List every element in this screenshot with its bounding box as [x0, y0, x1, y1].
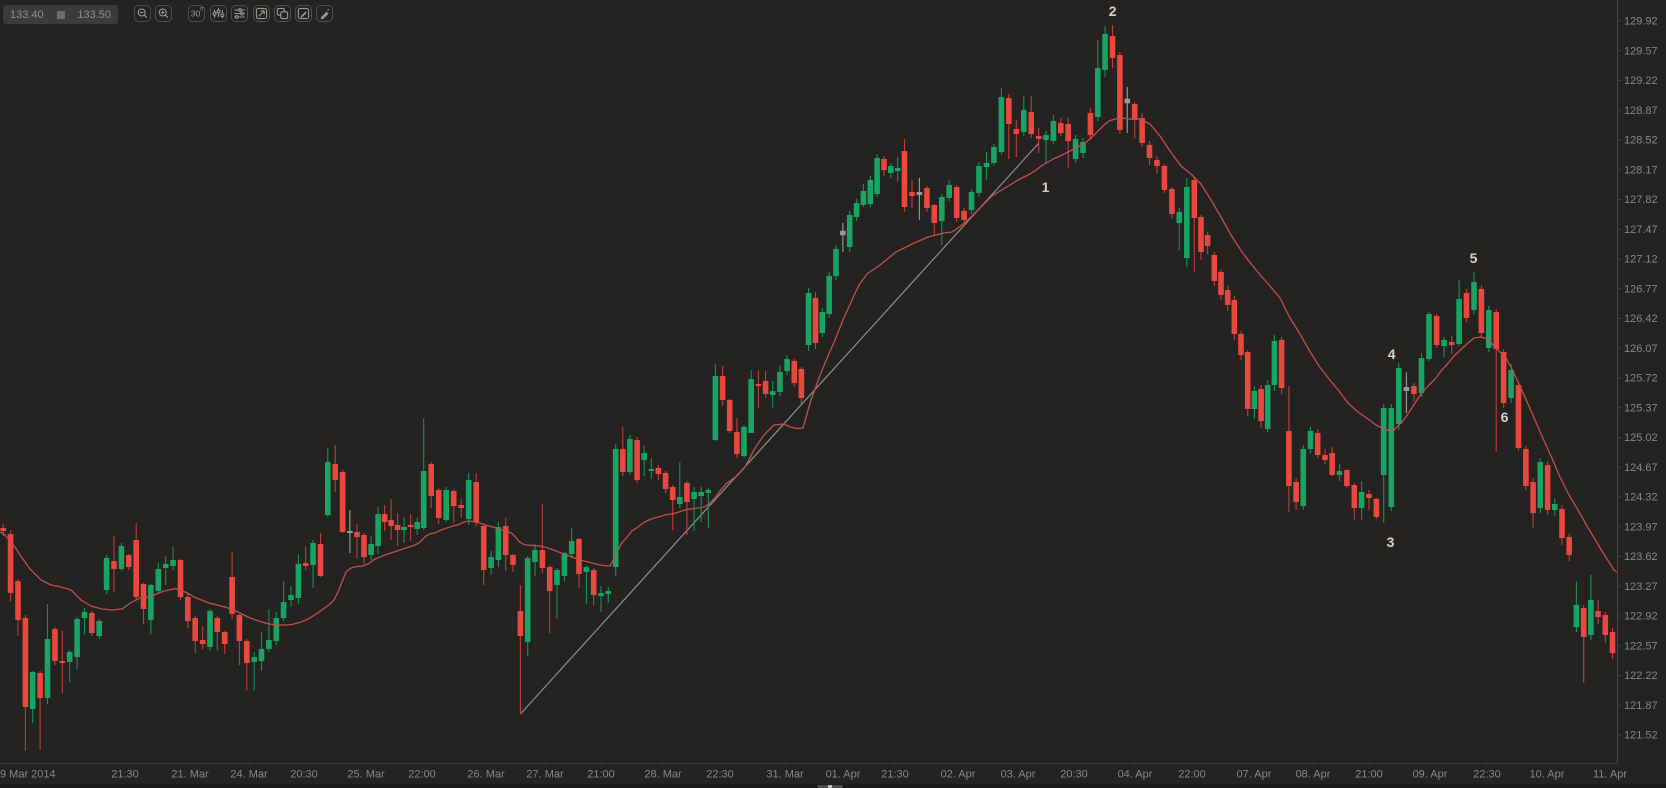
svg-text:126.07: 126.07 [1624, 343, 1658, 355]
svg-text:28. Mar: 28. Mar [644, 769, 682, 781]
svg-text:30: 30 [191, 9, 201, 19]
svg-text:127.82: 127.82 [1624, 194, 1658, 206]
svg-text:25. Mar: 25. Mar [347, 769, 385, 781]
svg-text:124.32: 124.32 [1624, 492, 1658, 504]
svg-text:126.42: 126.42 [1624, 313, 1658, 325]
svg-text:24. Mar: 24. Mar [230, 769, 268, 781]
svg-text:21:00: 21:00 [1355, 769, 1383, 781]
svg-text:121.87: 121.87 [1624, 700, 1658, 712]
svg-text:22:30: 22:30 [706, 769, 734, 781]
svg-text:02. Apr: 02. Apr [941, 769, 976, 781]
svg-text:31. Mar: 31. Mar [766, 769, 804, 781]
svg-text:128.87: 128.87 [1624, 105, 1658, 117]
svg-text:121.52: 121.52 [1624, 730, 1658, 742]
svg-text:126.77: 126.77 [1624, 283, 1658, 295]
svg-text:m: m [200, 7, 204, 13]
svg-text:128.52: 128.52 [1624, 135, 1658, 147]
svg-text:122.92: 122.92 [1624, 611, 1658, 623]
svg-text:129.22: 129.22 [1624, 75, 1658, 87]
svg-text:125.37: 125.37 [1624, 402, 1658, 414]
svg-text:3: 3 [1387, 534, 1395, 550]
svg-text:21:30: 21:30 [881, 769, 909, 781]
svg-text:21. Mar: 21. Mar [171, 769, 209, 781]
svg-text:124.67: 124.67 [1624, 462, 1658, 474]
svg-text:20:30: 20:30 [290, 769, 318, 781]
svg-text:122.22: 122.22 [1624, 670, 1658, 682]
svg-text:10. Apr: 10. Apr [1530, 769, 1565, 781]
svg-text:22:30: 22:30 [1473, 769, 1501, 781]
svg-text:123.27: 123.27 [1624, 581, 1658, 593]
svg-text:128.17: 128.17 [1624, 164, 1658, 176]
svg-text:125.02: 125.02 [1624, 432, 1658, 444]
svg-text:129.92: 129.92 [1624, 16, 1658, 28]
svg-text:07. Apr: 07. Apr [1237, 769, 1272, 781]
svg-text:127.12: 127.12 [1624, 254, 1658, 266]
svg-text:26. Mar: 26. Mar [467, 769, 505, 781]
svg-text:09. Apr: 09. Apr [1413, 769, 1448, 781]
svg-text:125.72: 125.72 [1624, 373, 1658, 385]
svg-text:4: 4 [1388, 346, 1396, 362]
svg-text:08. Apr: 08. Apr [1296, 769, 1331, 781]
svg-text:9 Mar 2014: 9 Mar 2014 [0, 769, 56, 781]
svg-text:127.47: 127.47 [1624, 224, 1658, 236]
svg-text:01. Apr: 01. Apr [826, 769, 861, 781]
svg-text:27. Mar: 27. Mar [526, 769, 564, 781]
svg-text:22:00: 22:00 [1178, 769, 1206, 781]
svg-text:21:00: 21:00 [587, 769, 615, 781]
svg-text:04. Apr: 04. Apr [1118, 769, 1153, 781]
svg-text:129.57: 129.57 [1624, 45, 1658, 57]
svg-text:22:00: 22:00 [408, 769, 436, 781]
svg-text:122.57: 122.57 [1624, 640, 1658, 652]
svg-text:123.97: 123.97 [1624, 521, 1658, 533]
svg-text:6: 6 [1501, 409, 1509, 425]
svg-text:21:30: 21:30 [111, 769, 139, 781]
svg-text:11. Apr: 11. Apr [1593, 769, 1627, 781]
svg-text:20:30: 20:30 [1060, 769, 1088, 781]
svg-text:5: 5 [1470, 250, 1478, 266]
svg-text:03. Apr: 03. Apr [1001, 769, 1036, 781]
svg-text:123.62: 123.62 [1624, 551, 1658, 563]
svg-text:2: 2 [1109, 3, 1117, 19]
svg-text:1: 1 [1042, 179, 1050, 195]
